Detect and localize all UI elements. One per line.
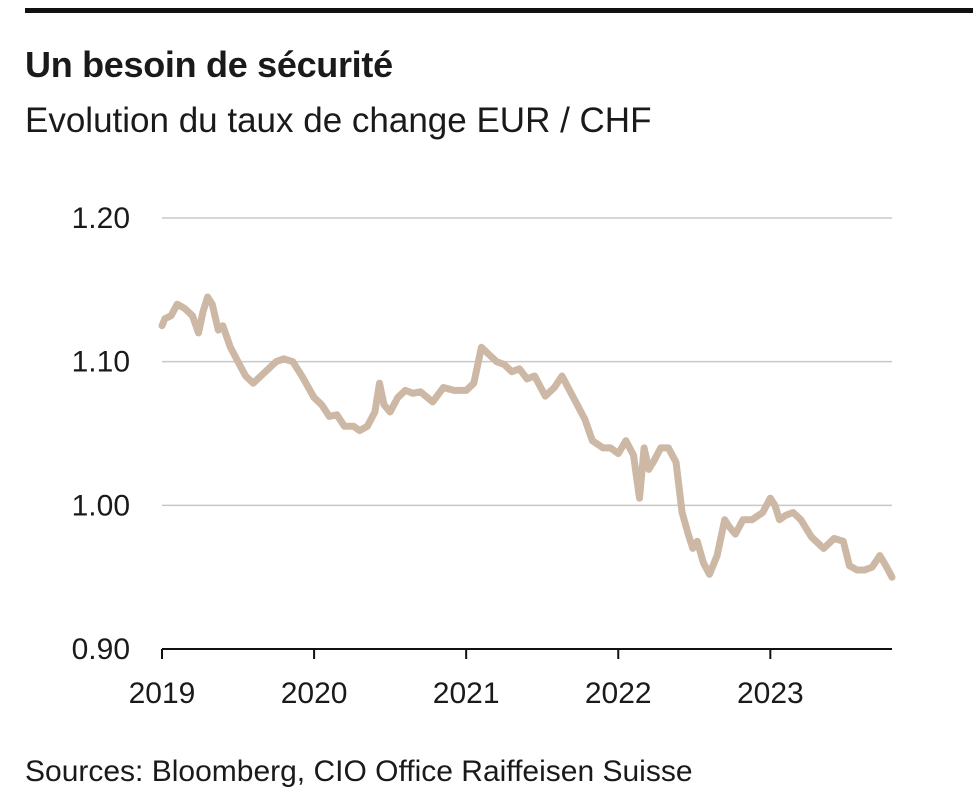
source-note: Sources: Bloomberg, CIO Office Raiffeise… (25, 755, 693, 788)
x-tick-label: 2020 (281, 677, 348, 710)
y-tick-labels: 0.90 1.00 1.10 1.20 (72, 202, 130, 666)
series-line-eur-chf (158, 293, 896, 581)
x-tick-label: 2022 (585, 677, 652, 710)
x-axis (161, 648, 892, 659)
chart-subtitle: Evolution du taux de change EUR / CHF (25, 101, 652, 140)
x-tick-label: 2021 (433, 677, 500, 710)
x-tick-label: 2023 (737, 677, 804, 710)
y-tick-label: 1.10 (72, 346, 130, 379)
y-tick-label: 0.90 (72, 633, 130, 666)
y-tick-label: 1.20 (72, 202, 130, 235)
top-rule (25, 8, 973, 13)
series-group (158, 293, 896, 581)
chart-title: Un besoin de sécurité (25, 44, 393, 85)
x-tick-labels: 2019 2020 2021 2022 2023 (129, 677, 804, 710)
y-tick-label: 1.00 (72, 489, 130, 522)
x-tick-label: 2019 (129, 677, 196, 710)
